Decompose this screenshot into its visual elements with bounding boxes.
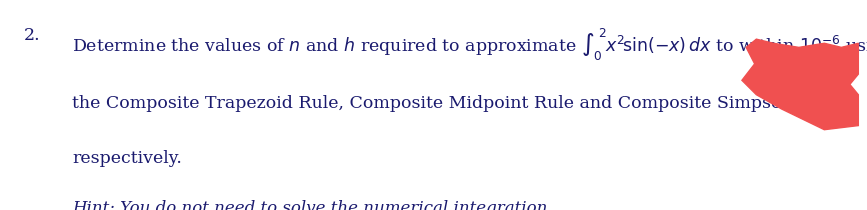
Text: the Composite Trapezoid Rule, Composite Midpoint Rule and Composite Simpson's Ru: the Composite Trapezoid Rule, Composite … xyxy=(73,95,852,112)
Text: Determine the values of $n$ and $h$ required to approximate $\int_0^{\,2} x^2\!\: Determine the values of $n$ and $h$ requ… xyxy=(73,27,867,63)
Text: 2.: 2. xyxy=(24,27,41,44)
Text: respectively.: respectively. xyxy=(73,150,182,167)
Polygon shape xyxy=(742,39,858,130)
Text: Hint: You do not need to solve the numerical integration.: Hint: You do not need to solve the numer… xyxy=(73,200,553,210)
